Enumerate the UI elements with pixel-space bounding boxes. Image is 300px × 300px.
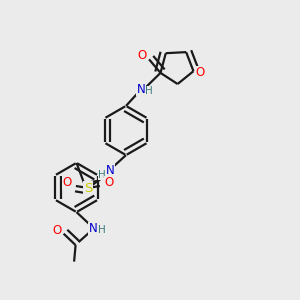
Text: O: O	[104, 176, 113, 189]
Text: O: O	[195, 66, 205, 79]
Text: H: H	[98, 169, 106, 180]
Text: O: O	[52, 224, 62, 237]
Text: H: H	[145, 86, 153, 96]
Text: O: O	[138, 49, 147, 62]
Text: H: H	[98, 225, 106, 236]
Text: S: S	[84, 182, 92, 195]
Text: N: N	[89, 222, 98, 235]
Text: N: N	[105, 164, 114, 177]
Text: N: N	[137, 83, 146, 96]
Text: O: O	[62, 176, 71, 189]
